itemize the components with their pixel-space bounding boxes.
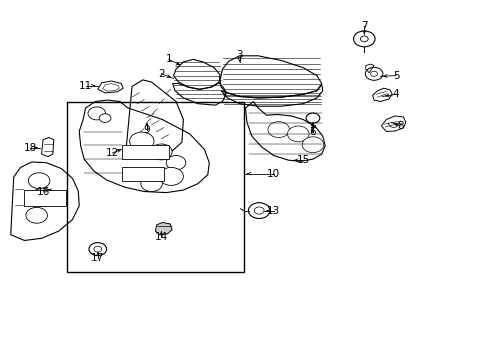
Text: 14: 14	[154, 232, 168, 242]
Text: 1: 1	[165, 54, 172, 64]
Text: 9: 9	[143, 125, 150, 135]
Circle shape	[159, 167, 183, 185]
Text: 16: 16	[36, 186, 50, 197]
Text: 17: 17	[91, 253, 104, 264]
Text: 10: 10	[267, 168, 280, 179]
Circle shape	[166, 156, 185, 170]
Circle shape	[254, 207, 264, 214]
Text: 13: 13	[266, 206, 280, 216]
Text: 4: 4	[392, 89, 399, 99]
Circle shape	[26, 207, 47, 223]
Text: 3: 3	[236, 50, 243, 60]
Circle shape	[94, 246, 102, 252]
Circle shape	[267, 122, 289, 138]
Bar	[24, 190, 66, 206]
Text: 15: 15	[296, 155, 309, 165]
Text: 12: 12	[105, 148, 119, 158]
Circle shape	[360, 36, 367, 42]
Circle shape	[287, 126, 308, 142]
Circle shape	[302, 137, 323, 153]
Circle shape	[129, 132, 154, 150]
Text: 18: 18	[23, 143, 37, 153]
Text: 8: 8	[397, 121, 404, 131]
Circle shape	[89, 243, 106, 256]
Text: 6: 6	[309, 127, 316, 138]
Circle shape	[28, 173, 50, 189]
Bar	[122, 167, 163, 181]
Circle shape	[31, 188, 55, 206]
Circle shape	[88, 107, 105, 120]
Circle shape	[365, 67, 382, 80]
Polygon shape	[155, 222, 172, 235]
Text: 11: 11	[79, 81, 92, 91]
Text: 2: 2	[158, 69, 164, 79]
Bar	[122, 145, 168, 159]
Circle shape	[150, 144, 172, 160]
Text: 5: 5	[392, 71, 399, 81]
Circle shape	[353, 31, 374, 47]
Text: 7: 7	[360, 21, 367, 31]
Circle shape	[141, 176, 162, 192]
Circle shape	[248, 203, 269, 219]
Circle shape	[370, 71, 377, 76]
Circle shape	[305, 113, 319, 123]
Circle shape	[99, 114, 111, 122]
